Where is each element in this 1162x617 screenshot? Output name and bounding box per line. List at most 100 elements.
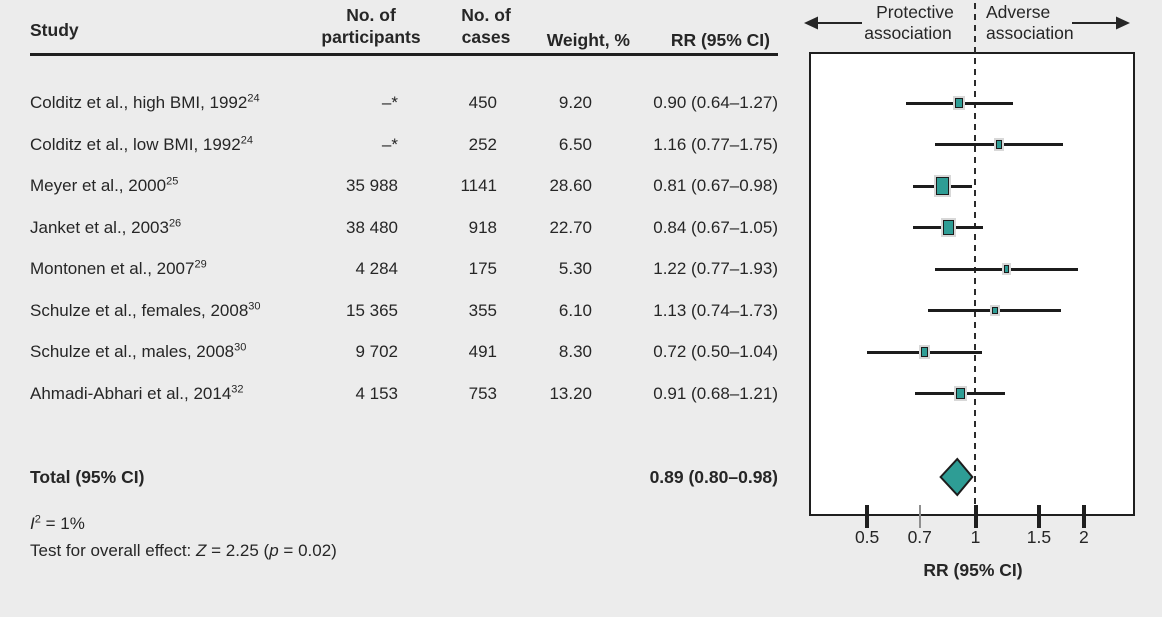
rr-ci-value: 1.16 (0.77–1.75) bbox=[653, 134, 778, 154]
adverse-association-label-line1: Adverse bbox=[986, 2, 1051, 22]
total-label: Total (95% CI) bbox=[30, 467, 145, 487]
plot-marks bbox=[809, 52, 1135, 516]
participants-value: 35 988 bbox=[346, 176, 398, 195]
participants-value: 4 284 bbox=[355, 259, 398, 278]
cases-value: 491 bbox=[468, 342, 497, 361]
rr-ci-value: 0.91 (0.68–1.21) bbox=[653, 383, 778, 403]
effect-estimate-square bbox=[942, 219, 954, 236]
column-header-study: Study bbox=[30, 20, 79, 40]
protective-association-label-line2: association bbox=[864, 23, 952, 43]
rr-ci-value: 0.81 (0.67–0.98) bbox=[653, 176, 778, 195]
effect-estimate-square bbox=[920, 347, 928, 357]
reference-superscript: 32 bbox=[231, 382, 244, 395]
effect-estimate-square bbox=[995, 140, 1002, 149]
total-rr-value: 0.89 (0.80–0.98) bbox=[649, 467, 778, 487]
column-header-participants-line2: participants bbox=[321, 27, 421, 47]
axis-tick bbox=[918, 505, 921, 528]
study-name: Colditz et al., low BMI, 199224 bbox=[30, 133, 253, 154]
test-prefix: Test for overall effect: bbox=[30, 541, 196, 560]
study-name: Ahmadi-Abhari et al., 201432 bbox=[30, 382, 244, 403]
participants-value: 15 365 bbox=[346, 300, 398, 320]
weight-value: 8.30 bbox=[558, 342, 592, 361]
study-row: Montonen et al., 200729 4 284 175 5.30 1.22 … bbox=[0, 249, 800, 289]
summary-diamond bbox=[939, 457, 974, 497]
weight-value: 13.20 bbox=[549, 383, 592, 403]
i2-superscript: 2 bbox=[34, 513, 41, 526]
column-header-cases-line2: cases bbox=[461, 27, 511, 47]
column-header-participants-line1: No. of bbox=[346, 5, 396, 25]
rr-ci-value: 1.22 (0.77–1.93) bbox=[653, 259, 778, 278]
axis-tick bbox=[1036, 505, 1041, 528]
column-header-participants: No. of participants bbox=[296, 4, 446, 48]
reference-superscript: 30 bbox=[248, 299, 261, 312]
i2-symbol: I bbox=[30, 514, 35, 533]
left-arrow-icon bbox=[804, 16, 862, 30]
i2-value: = 1% bbox=[40, 514, 85, 533]
cases-value: 1141 bbox=[460, 176, 497, 195]
axis-tick bbox=[865, 505, 870, 528]
reference-superscript: 24 bbox=[240, 133, 253, 146]
p-symbol: p bbox=[269, 541, 279, 560]
right-arrow-icon bbox=[1072, 16, 1130, 30]
effect-estimate-square bbox=[1003, 265, 1010, 273]
study-row: Schulze et al., males, 200830 9 702 491 8.3… bbox=[0, 332, 800, 372]
column-header-weight: Weight, % bbox=[546, 30, 630, 50]
study-row: Janket et al., 200326 38 480 918 22.70 0.84 … bbox=[0, 208, 800, 248]
study-name: Janket et al., 200326 bbox=[30, 216, 182, 237]
weight-value: 5.30 bbox=[558, 259, 592, 278]
axis-tick-label: 0.5 bbox=[854, 527, 880, 547]
weight-value: 9.20 bbox=[558, 93, 592, 112]
weight-value: 28.60 bbox=[549, 176, 592, 195]
effect-estimate-square bbox=[936, 177, 949, 195]
reference-superscript: 29 bbox=[194, 258, 207, 271]
rr-ci-value: 0.84 (0.67–1.05) bbox=[653, 217, 778, 237]
axis-tick bbox=[973, 505, 978, 528]
no-effect-reference-line bbox=[974, 3, 976, 514]
rr-ci-value: 0.90 (0.64–1.27) bbox=[653, 93, 778, 112]
header-divider-rule bbox=[30, 53, 778, 56]
study-row: Schulze et al., females, 200830 15 365 355… bbox=[0, 291, 800, 331]
axis-tick-label: 2 bbox=[1078, 527, 1089, 547]
weight-value: 22.70 bbox=[549, 217, 592, 237]
axis-tick-label: 1.5 bbox=[1026, 527, 1052, 547]
column-header-cases: No. of cases bbox=[436, 4, 536, 48]
cases-value: 252 bbox=[468, 134, 497, 154]
rr-ci-value: 1.13 (0.74–1.73) bbox=[653, 300, 778, 320]
p-value: = 0.02) bbox=[278, 541, 337, 560]
z-symbol: Z bbox=[195, 541, 207, 560]
weight-value: 6.50 bbox=[558, 134, 592, 154]
adverse-association-label-line2: association bbox=[986, 23, 1074, 43]
effect-estimate-square bbox=[956, 387, 966, 400]
study-name: Montonen et al., 200729 bbox=[30, 258, 207, 278]
study-name: Meyer et al., 200025 bbox=[30, 175, 179, 195]
column-header-rr: RR (95% CI) bbox=[670, 30, 770, 50]
study-row: Meyer et al., 200025 35 988 1141 28.60 0.81 … bbox=[0, 166, 800, 206]
summary-diamond-layer bbox=[939, 457, 974, 497]
z-value: = 2.25 ( bbox=[206, 541, 270, 560]
weight-value: 6.10 bbox=[558, 300, 592, 320]
protective-association-label-line1: Protective bbox=[876, 2, 954, 22]
study-row: Ahmadi-Abhari et al., 201432 4 153 753 13.2… bbox=[0, 374, 800, 414]
reference-superscript: 26 bbox=[168, 216, 182, 229]
reference-superscript: 30 bbox=[234, 341, 247, 354]
cases-value: 175 bbox=[468, 259, 497, 278]
cases-value: 918 bbox=[468, 217, 497, 237]
study-row: Colditz et al., low BMI, 199224 –* 252 6.50… bbox=[0, 125, 800, 165]
reference-superscript: 24 bbox=[247, 92, 260, 105]
cases-value: 450 bbox=[468, 93, 497, 112]
participants-value: 9 702 bbox=[355, 342, 398, 361]
participants-value: –* bbox=[381, 93, 398, 112]
study-row: Colditz et al., high BMI, 199224 –* 450 9.2… bbox=[0, 83, 800, 123]
study-name: Schulze et al., females, 200830 bbox=[30, 299, 261, 320]
cases-value: 355 bbox=[468, 300, 497, 320]
plot-frame bbox=[809, 52, 1135, 516]
rr-ci-value: 0.72 (0.50–1.04) bbox=[653, 342, 778, 361]
column-header-cases-line1: No. of bbox=[461, 5, 511, 25]
participants-value: 38 480 bbox=[346, 217, 398, 237]
overall-effect-test: Test for overall effect: Z = 2.25 (p = 0… bbox=[30, 541, 337, 561]
cases-value: 753 bbox=[468, 383, 497, 403]
axis-tick-label: 1 bbox=[970, 527, 981, 547]
axis-tick-label: 0.7 bbox=[907, 527, 932, 547]
study-name: Colditz et al., high BMI, 199224 bbox=[30, 92, 260, 112]
